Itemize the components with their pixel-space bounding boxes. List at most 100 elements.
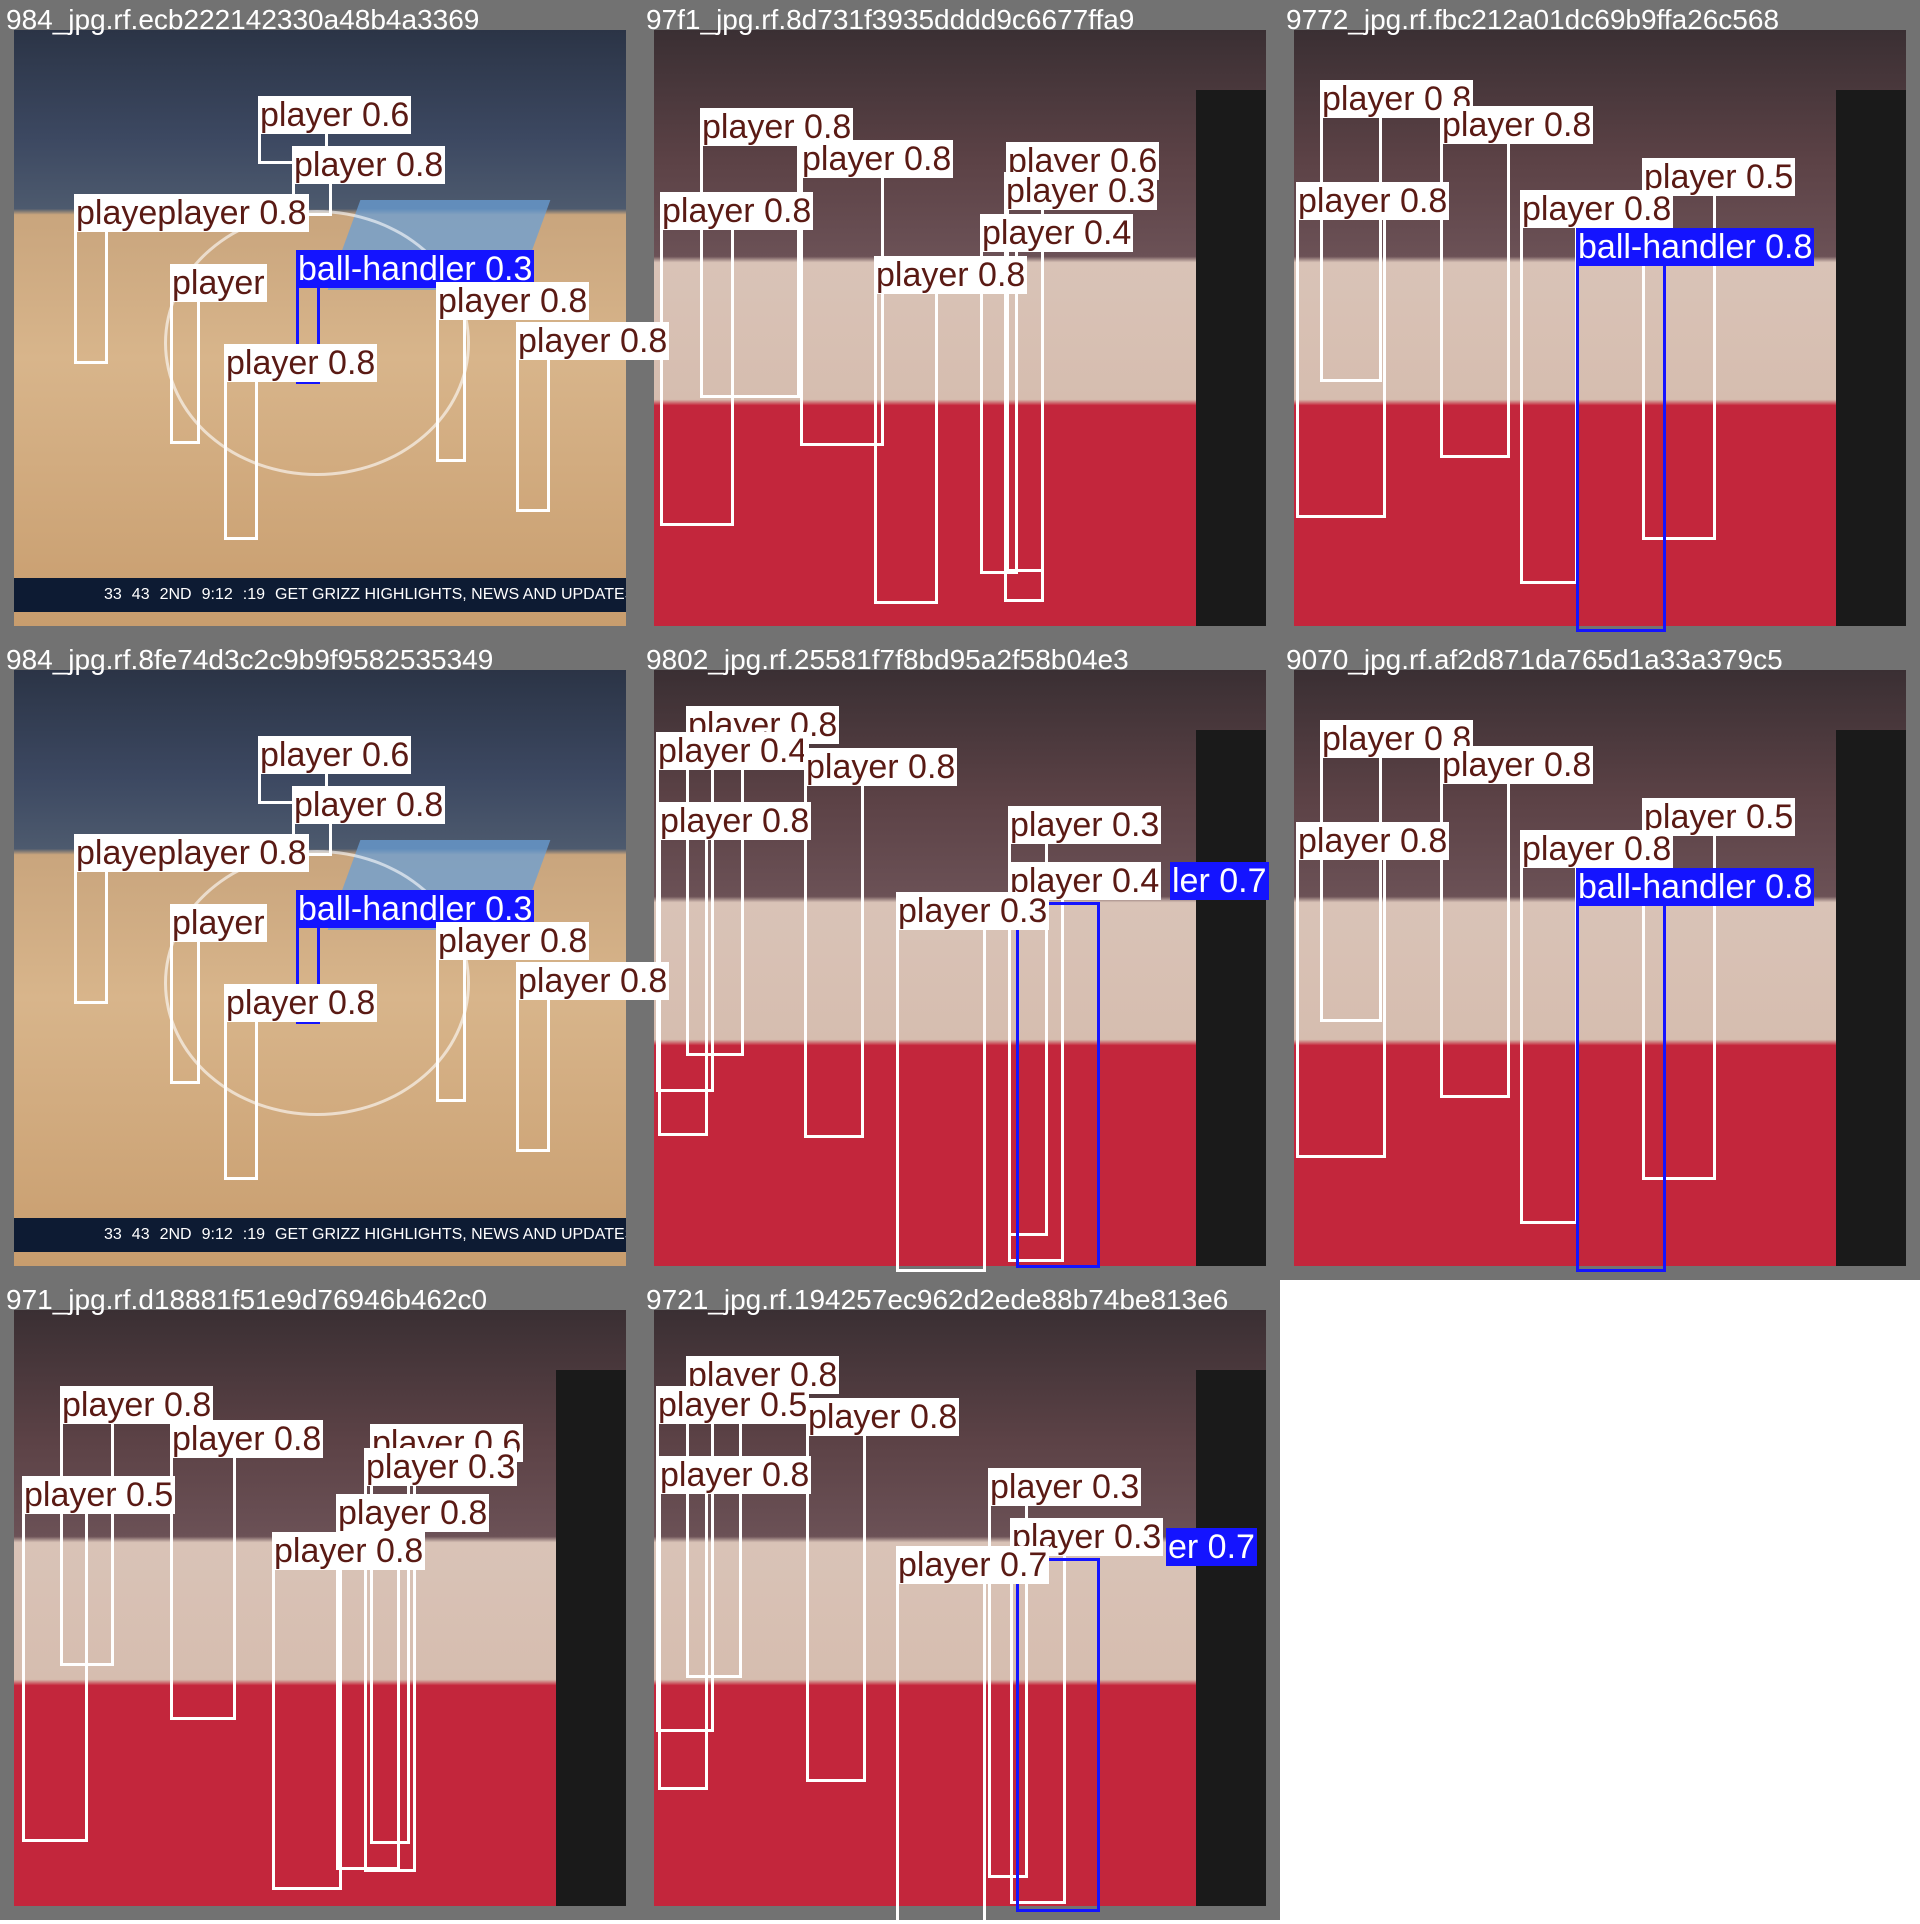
hoop-stanchion bbox=[1196, 1370, 1266, 1906]
player-bounding-box bbox=[170, 294, 200, 444]
player-label: player 0.3 bbox=[364, 1448, 518, 1486]
scoreboard-away: 33 bbox=[104, 1226, 122, 1243]
court-floor bbox=[654, 1686, 1266, 1906]
player-bounding-box bbox=[658, 1486, 708, 1790]
player-label: player 0.6 bbox=[258, 736, 412, 774]
scoreboard-shot: :19 bbox=[242, 586, 265, 603]
basketball-frame-image bbox=[1294, 30, 1906, 626]
player-bounding-box bbox=[170, 1450, 236, 1720]
player-bounding-box bbox=[1520, 220, 1578, 584]
hoop-stanchion bbox=[1836, 730, 1906, 1266]
player-label: player bbox=[170, 264, 267, 302]
ball-handler-bounding-box bbox=[1016, 902, 1100, 1268]
player-bounding-box bbox=[224, 374, 258, 540]
player-bounding-box bbox=[806, 1428, 866, 1782]
player-bounding-box bbox=[1520, 860, 1578, 1224]
player-bounding-box bbox=[516, 352, 550, 512]
ball-handler-bounding-box bbox=[1016, 1558, 1100, 1912]
player-label: player 0.8 bbox=[1296, 822, 1450, 860]
scoreboard-shot: :19 bbox=[242, 1226, 265, 1243]
player-label: player 0.5 bbox=[1642, 798, 1796, 836]
player-label: player 0.8 bbox=[292, 146, 446, 184]
player-label: player 0.7 bbox=[896, 1546, 1050, 1584]
player-label: player 0.8 bbox=[60, 1386, 214, 1424]
scoreboard-ticker: GET GRIZZ HIGHLIGHTS, NEWS AND UPDATES O… bbox=[275, 1226, 626, 1243]
player-label: playeplayer 0.8 bbox=[74, 194, 309, 232]
player-label: player 0.4 bbox=[656, 732, 810, 770]
scoreboard: 33 43 2ND 9:12:19 GET GRIZZ HIGHLIGHTS, NEWS… bbox=[14, 1218, 626, 1252]
player-label: player 0.5 bbox=[22, 1476, 176, 1514]
hoop-stanchion bbox=[1836, 90, 1906, 626]
player-label: player 0.6 bbox=[258, 96, 412, 134]
player-bounding-box bbox=[804, 778, 864, 1138]
hoop-stanchion bbox=[556, 1370, 626, 1906]
prediction-tile: 9802_jpg.rf.25581f7f8bd95a2f58b04e3 playe… bbox=[640, 640, 1280, 1280]
court-floor bbox=[1294, 406, 1906, 626]
player-bounding-box bbox=[436, 312, 466, 462]
player-bounding-box bbox=[1440, 136, 1510, 458]
player-label: player 0.8 bbox=[1440, 106, 1594, 144]
player-label: player 0.8 bbox=[336, 1494, 490, 1532]
player-label: player 0.8 bbox=[804, 748, 958, 786]
player-bounding-box bbox=[336, 1524, 400, 1870]
player-bounding-box bbox=[896, 922, 986, 1272]
ball-handler-label: ball-handler 0.8 bbox=[1576, 868, 1815, 906]
ball-handler-label: ball-handler 0.3 bbox=[296, 890, 535, 928]
player-bounding-box bbox=[436, 952, 466, 1102]
player-label: player 0.8 bbox=[272, 1532, 426, 1570]
player-label: player 0.8 bbox=[170, 1420, 324, 1458]
player-label: player 0.3 bbox=[1004, 172, 1158, 210]
court-floor bbox=[654, 406, 1266, 626]
scoreboard-home: 43 bbox=[131, 586, 150, 603]
player-bounding-box bbox=[74, 224, 108, 364]
ball-handler-label: er 0.7 bbox=[1166, 1528, 1257, 1566]
court-arc bbox=[164, 210, 470, 476]
player-label: player 0.8 bbox=[806, 1398, 960, 1436]
scoreboard-ticker: GET GRIZZ HIGHLIGHTS, NEWS AND UPDATES O… bbox=[275, 586, 626, 603]
player-label: player 0.8 bbox=[1520, 830, 1674, 868]
scoreboard-clock: 9:12 bbox=[201, 586, 233, 603]
player-bounding-box bbox=[74, 864, 108, 1004]
player-bounding-box bbox=[896, 1576, 986, 1924]
player-label: player 0.8 bbox=[224, 984, 378, 1022]
basketball-frame-image bbox=[1294, 670, 1906, 1266]
player-label: player 0.8 bbox=[516, 962, 670, 1000]
ball-handler-label: ler 0.7 bbox=[1170, 862, 1269, 900]
player-label: player 0.8 bbox=[224, 344, 378, 382]
scoreboard-home: 43 bbox=[131, 1226, 150, 1243]
scoreboard: 33 43 2ND 9:12:19 GET GRIZZ HIGHLIGHTS, NEWS… bbox=[14, 578, 626, 612]
tile-filename: 984_jpg.rf.8fe74d3c2c9b9f9582535349 bbox=[6, 644, 494, 675]
player-label: player 0.8 bbox=[516, 322, 670, 360]
scoreboard-clock: 9:12 bbox=[201, 1226, 233, 1243]
hoop-stanchion bbox=[1196, 90, 1266, 626]
prediction-tile: 33 43 2ND 9:12:19 GET GRIZZ HIGHLIGHTS, NEWS… bbox=[0, 640, 670, 1280]
ball-handler-bounding-box bbox=[1576, 898, 1666, 1272]
court-floor bbox=[14, 1686, 626, 1906]
player-label: player 0.8 bbox=[658, 1456, 812, 1494]
player-label: player 0.8 bbox=[660, 192, 814, 230]
player-bounding-box bbox=[22, 1506, 88, 1842]
player-bounding-box bbox=[272, 1562, 342, 1890]
player-label: player 0.8 bbox=[292, 786, 446, 824]
hoop-stanchion bbox=[1196, 730, 1266, 1266]
ball-handler-bounding-box bbox=[1576, 258, 1666, 632]
player-label: player 0.8 bbox=[436, 922, 590, 960]
player-bounding-box bbox=[660, 222, 734, 526]
ball-handler-label: ball-handler 0.3 bbox=[296, 250, 535, 288]
player-label: player 0.3 bbox=[1008, 806, 1162, 844]
player-label: player 0.8 bbox=[658, 802, 812, 840]
player-bounding-box bbox=[874, 286, 938, 604]
player-label: playeplayer 0.8 bbox=[74, 834, 309, 872]
tile-filename: 9772_jpg.rf.fbc212a01dc69b9ffa26c568 bbox=[1286, 4, 1780, 35]
player-label: player bbox=[170, 904, 267, 942]
scoreboard-away: 33 bbox=[104, 586, 122, 603]
player-label: player 0.5 bbox=[1642, 158, 1796, 196]
player-bounding-box bbox=[224, 1014, 258, 1180]
player-bounding-box bbox=[1296, 852, 1386, 1158]
player-label: player 0.3 bbox=[988, 1468, 1142, 1506]
tile-filename: 971_jpg.rf.d18881f51e9d76946b462c0 bbox=[6, 1284, 488, 1315]
player-label: player 0.3 bbox=[896, 892, 1050, 930]
court-floor bbox=[654, 1046, 1266, 1266]
